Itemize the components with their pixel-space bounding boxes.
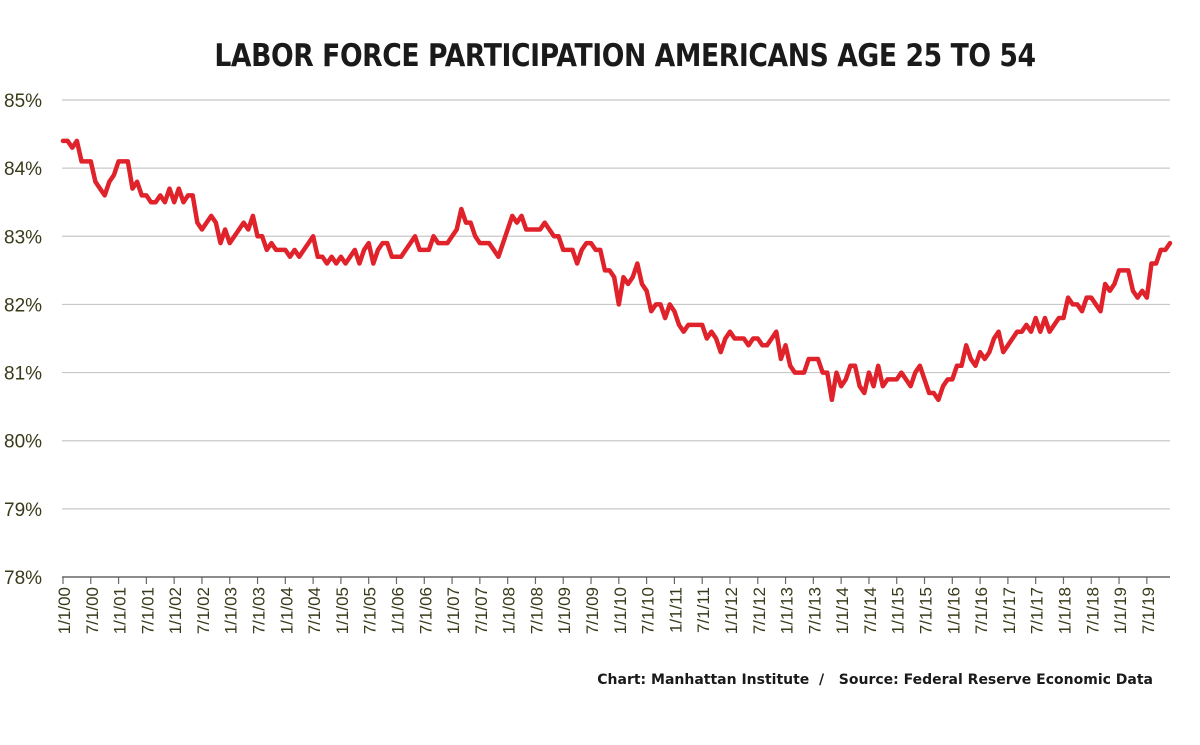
- x-tick-label: 1/1/09: [555, 587, 574, 634]
- x-tick-label: 1/1/07: [444, 587, 463, 634]
- x-tick-label: 1/1/16: [944, 587, 963, 634]
- y-tick-label: 80%: [4, 432, 42, 453]
- series-line: [60, 138, 1173, 403]
- x-tick-label: 7/1/16: [972, 587, 991, 634]
- x-tick-label: 1/1/15: [889, 587, 908, 634]
- y-tick-label: 84%: [4, 159, 42, 180]
- y-tick-label: 83%: [4, 227, 42, 248]
- x-tick-label: 1/1/02: [166, 587, 185, 634]
- x-tick-label: 7/1/03: [250, 587, 269, 634]
- x-tick-label: 7/1/13: [805, 587, 824, 634]
- x-tick-label: 7/1/14: [861, 587, 880, 634]
- x-tick-label: 1/1/04: [277, 587, 296, 634]
- x-tick-label: 7/1/05: [361, 587, 380, 634]
- x-tick-label: 1/1/06: [388, 587, 407, 634]
- x-tick-label: 7/1/08: [527, 587, 546, 634]
- x-tick-label: 7/1/00: [83, 587, 102, 634]
- x-tick-label: 7/1/02: [194, 587, 213, 634]
- x-tick-label: 1/1/00: [55, 587, 74, 634]
- x-tick-label: 7/1/09: [583, 587, 602, 634]
- source-credit: Chart: Manhattan Institute / Source: Fed…: [597, 672, 1153, 688]
- x-tick-label: 7/1/17: [1028, 587, 1047, 634]
- x-tick-label: 1/1/01: [111, 587, 130, 634]
- x-tick-label: 7/1/06: [416, 587, 435, 634]
- chart-title: LABOR FORCE PARTICIPATION AMERICANS AGE …: [214, 38, 1036, 74]
- x-tick-label: 7/1/01: [138, 587, 157, 634]
- x-tick-label: 7/1/19: [1139, 587, 1158, 634]
- x-tick-label: 1/1/14: [833, 587, 852, 634]
- x-axis: 1/1/00 7/1/00 1/1/01 7/1/01 1/1/02 7/1/02 1/1/…: [55, 576, 1170, 634]
- y-tick-label: 82%: [4, 295, 42, 316]
- y-tick-label: 81%: [4, 364, 42, 385]
- gridlines: [62, 99, 1170, 510]
- x-tick-label: 7/1/10: [639, 587, 658, 634]
- x-tick-label: 1/1/19: [1111, 587, 1130, 634]
- x-tick-label: 7/1/04: [305, 587, 324, 634]
- x-tick-label: 1/1/18: [1055, 587, 1074, 634]
- x-tick-label: 1/1/03: [222, 587, 241, 634]
- x-tick-label: 1/1/17: [1000, 587, 1019, 634]
- x-tick-label: 1/1/10: [611, 587, 630, 634]
- x-tick-label: 7/1/12: [750, 587, 769, 634]
- y-tick-label: 85%: [4, 91, 42, 112]
- x-tick-label: 7/1/18: [1083, 587, 1102, 634]
- x-tick-label: 7/1/11: [694, 587, 713, 633]
- x-tick-label: 7/1/07: [472, 587, 491, 634]
- x-tick-label: 1/1/13: [778, 587, 797, 634]
- x-tick-label: 1/1/05: [333, 587, 352, 634]
- x-tick-label: 1/1/12: [722, 587, 741, 634]
- x-tick-label: 1/1/11: [666, 587, 685, 633]
- x-tick-label: 7/1/15: [917, 587, 936, 634]
- series-layer: [60, 138, 1173, 403]
- y-tick-label: 78%: [4, 568, 42, 589]
- x-tick-label: 1/1/08: [500, 587, 519, 634]
- y-axis-ticks: 78% 79% 80% 81% 82% 83% 84% 85%: [4, 91, 42, 589]
- y-tick-label: 79%: [4, 500, 42, 521]
